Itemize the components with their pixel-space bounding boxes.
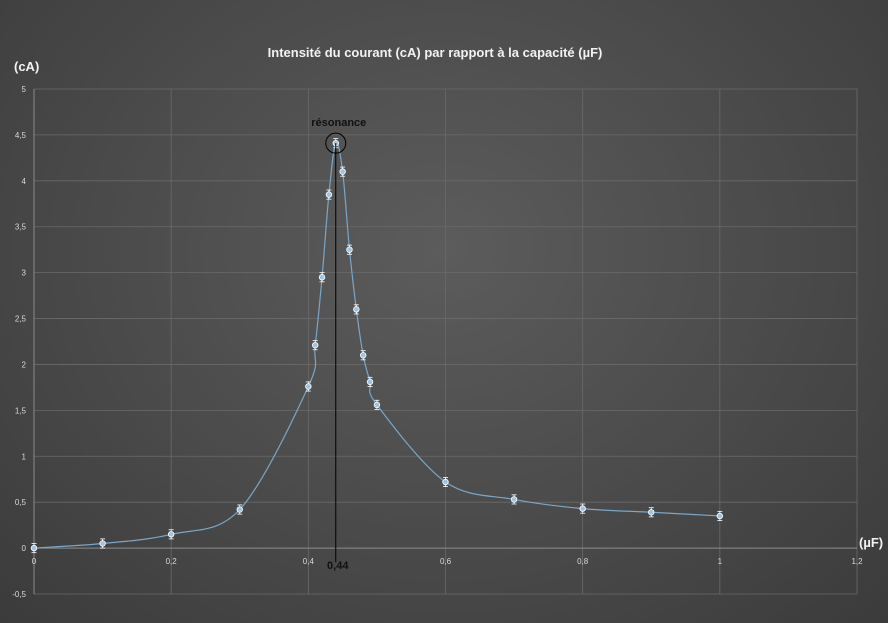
- data-point: [311, 341, 319, 349]
- y-tick-label: 1,5: [15, 406, 27, 415]
- data-point: [648, 509, 655, 516]
- series-line: [33, 141, 720, 549]
- x-tick-label: 0,6: [440, 557, 452, 566]
- data-point: [366, 378, 374, 386]
- data-point: [30, 544, 38, 552]
- resonance-annotation: résonance 0,44: [311, 117, 366, 572]
- y-axis-unit: (cA): [14, 59, 39, 74]
- data-series: [30, 138, 724, 554]
- y-tick-label: 5: [22, 85, 27, 94]
- y-tick-label: 3: [22, 269, 27, 278]
- x-tick-label: 0,8: [577, 557, 589, 566]
- y-tick-label: 2,5: [15, 315, 27, 324]
- resonance-circle: [325, 132, 347, 154]
- x-tick-label: 0: [32, 557, 37, 566]
- x-tick-label: 0,4: [303, 557, 315, 566]
- data-point: [99, 540, 106, 547]
- resonance-label: résonance: [311, 117, 366, 129]
- data-point: [236, 506, 243, 513]
- y-tick-label: -0,5: [12, 590, 26, 599]
- data-point: [318, 274, 326, 281]
- x-tick-label: 0,2: [166, 557, 178, 566]
- x-tick-labels: 0 0,2 0,4 0,6 0,8 1 1,2: [32, 557, 863, 566]
- data-point: [305, 383, 312, 390]
- y-tick-label: 0,5: [15, 498, 27, 507]
- grid: [33, 88, 858, 595]
- x-tick-label: 1,2: [851, 557, 863, 566]
- y-tick-labels: -0,5 0 0,5 1 1,5 2 2,5 3 3,5 4 4,5 5: [12, 85, 26, 599]
- data-point: [373, 401, 381, 409]
- data-point: [339, 168, 346, 175]
- y-tick-label: 1: [22, 452, 27, 461]
- x-tick-label: 1: [718, 557, 723, 566]
- y-tick-label: 3,5: [15, 223, 27, 232]
- data-point: [442, 478, 449, 486]
- data-point: [353, 306, 360, 313]
- chart-title: Intensité du courant (cA) par rapport à …: [268, 45, 603, 60]
- x-axis-unit: (µF): [859, 535, 883, 550]
- data-point: [325, 191, 333, 198]
- axes: [33, 89, 857, 594]
- y-tick-label: 0: [22, 544, 27, 553]
- data-point: [579, 505, 586, 512]
- y-tick-label: 4: [22, 177, 27, 186]
- y-tick-label: 4,5: [15, 131, 27, 140]
- data-point: [716, 512, 724, 520]
- y-tick-label: 2: [22, 360, 27, 369]
- data-point: [167, 531, 175, 538]
- data-point: [346, 246, 353, 253]
- resonance-x-label: 0,44: [327, 560, 349, 572]
- data-point: [510, 496, 518, 503]
- data-point: [360, 352, 367, 359]
